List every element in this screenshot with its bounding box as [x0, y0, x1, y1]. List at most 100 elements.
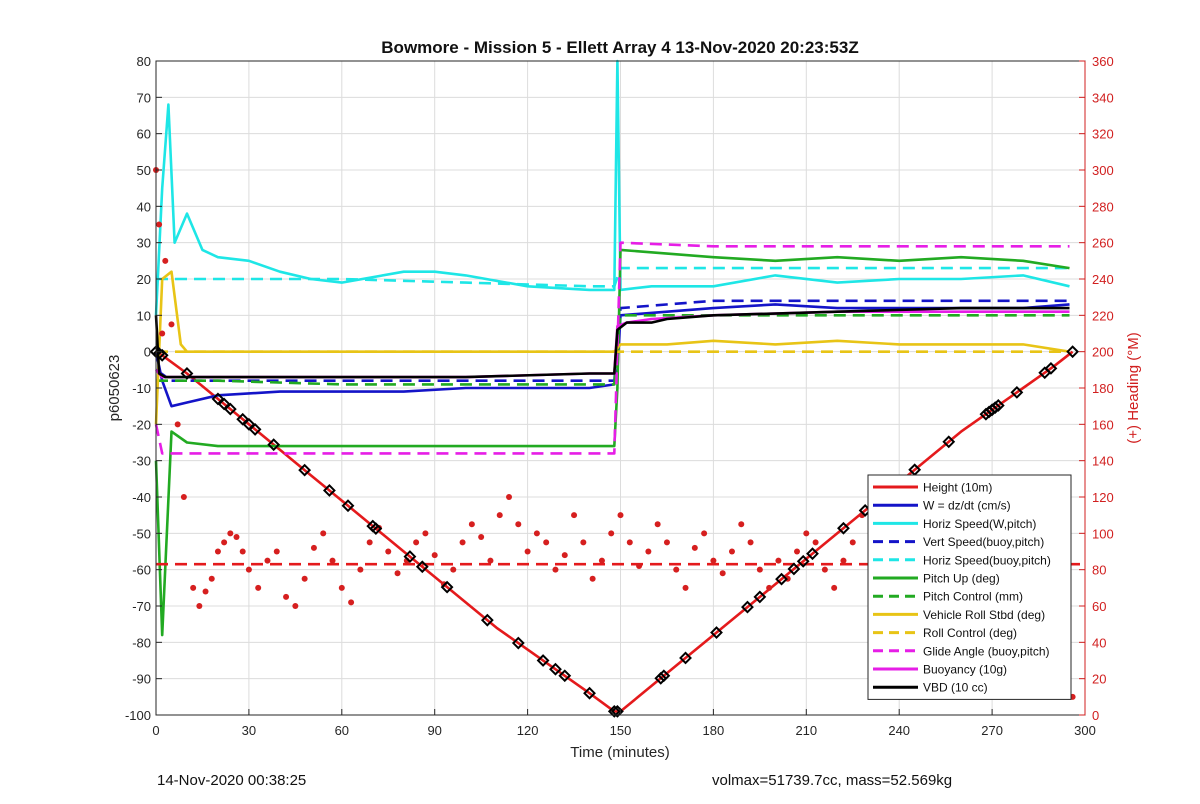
heading-point [431, 552, 438, 559]
heading-point [682, 584, 689, 591]
waypoint-marker [806, 547, 819, 561]
heading-point [320, 530, 327, 537]
series-line-1 [154, 303, 1070, 408]
waypoint-marker [657, 669, 671, 683]
heading-point [348, 599, 355, 606]
legend-entry: Pitch Up (deg) [923, 572, 1000, 586]
legend-entry: Height (10m) [923, 481, 992, 495]
x-tick-label: 300 [1074, 723, 1096, 738]
legend-entry: Pitch Control (mm) [923, 590, 1023, 604]
waypoint-marker [415, 560, 429, 574]
waypoint-marker [511, 636, 525, 650]
heading-point [654, 521, 661, 528]
y-tick-label: 40 [137, 199, 151, 214]
legend-entry: Vehicle Roll Stbd (deg) [923, 608, 1045, 622]
series-line-9 [154, 241, 1070, 455]
x-tick-label: 270 [981, 723, 1003, 738]
waypoint-marker [369, 522, 383, 536]
heading-point [608, 530, 615, 537]
heading-point [310, 544, 317, 551]
heading-point [292, 603, 299, 609]
series-line-6 [156, 313, 1070, 386]
heading-point [794, 548, 801, 555]
heading-point [645, 548, 652, 555]
heading-point [174, 421, 181, 428]
waypoint-marker [787, 562, 801, 576]
series-line-3 [155, 299, 1070, 383]
heading-point [385, 548, 392, 555]
waypoint-marker [908, 463, 922, 477]
heading-point [524, 548, 531, 555]
heading-point [478, 533, 485, 540]
waypoint-marker [583, 686, 596, 700]
heading-point [227, 530, 234, 537]
heading-point [701, 530, 708, 537]
y2-tick-label: 300 [1092, 163, 1114, 178]
legend-entry: Vert Speed(buoy,pitch) [923, 535, 1044, 549]
chart-title: Bowmore - Mission 5 - Ellett Array 4 13-… [381, 38, 858, 57]
series-line-5 [154, 248, 1070, 637]
series-line-0 [155, 350, 1074, 713]
waypoint-marker [741, 600, 754, 614]
series-line-2 [154, 59, 1070, 316]
heading-point [190, 584, 197, 591]
legend-entry: Glide Angle (buoy,pitch) [923, 644, 1050, 658]
x-tick-label: 150 [610, 723, 632, 738]
y-tick-label: 80 [137, 54, 151, 69]
legend-box [867, 474, 1072, 700]
y-tick-label: -30 [132, 454, 151, 469]
heading-point [821, 566, 828, 573]
heading-point [208, 575, 215, 582]
y2-tick-label: 220 [1092, 308, 1114, 323]
heading-point [301, 575, 308, 582]
y2-tick-label: 80 [1092, 563, 1106, 578]
heading-point [487, 557, 494, 564]
heading-point [691, 544, 698, 551]
heading-point [459, 539, 466, 546]
heading-point [168, 321, 175, 328]
waypoint-marker [480, 613, 494, 627]
waypoint-marker [753, 590, 767, 604]
heading-point [264, 557, 271, 564]
heading-point [719, 570, 726, 577]
heading-point [506, 494, 513, 500]
y2-tick-label: 200 [1092, 345, 1114, 360]
chart: Bowmore - Mission 5 - Ellett Array 4 13-… [106, 38, 1142, 761]
heading-point [273, 548, 280, 555]
heading-point [394, 570, 401, 577]
waypoint-marker [223, 402, 237, 416]
legend-entry: Horiz Speed(buoy,pitch) [923, 553, 1051, 567]
heading-point [840, 557, 847, 564]
legend: Height (10m) W = dz/dt (cm/s) Horiz Speed(… [867, 474, 1072, 700]
heading-point [831, 584, 838, 591]
y2-tick-label: 120 [1092, 490, 1114, 505]
x-tick-label: 120 [517, 723, 539, 738]
y-tick-label: -90 [132, 672, 151, 687]
y2-tick-label: 160 [1092, 417, 1114, 432]
heading-point [580, 539, 587, 546]
waypoint-marker [1044, 361, 1058, 375]
legend-entry: VBD (10 cc) [923, 681, 988, 695]
waypoint-marker [267, 438, 281, 452]
y-tick-label: -10 [132, 381, 151, 396]
y-tick-label: 20 [137, 272, 151, 287]
series-layer [154, 59, 1085, 713]
waypoint-marker [248, 423, 262, 436]
heading-point [561, 552, 568, 559]
y-tick-label: 10 [137, 308, 151, 323]
y2-tick-label: 360 [1092, 54, 1114, 69]
heading-point [552, 566, 559, 573]
heading-point [366, 539, 373, 546]
y-tick-label: -60 [132, 563, 151, 578]
waypoint-marker [536, 654, 550, 667]
waypoint-marker [558, 669, 572, 683]
heading-point [673, 566, 680, 573]
x-tick-label: 90 [427, 723, 441, 738]
waypoint-marker [298, 463, 312, 477]
heading-point [766, 584, 773, 591]
heading-point [202, 588, 209, 595]
heading-point [422, 530, 429, 537]
waypoint-marker [180, 367, 194, 380]
y2-tick-label: 340 [1092, 90, 1114, 105]
waypoint-marker [679, 651, 692, 665]
